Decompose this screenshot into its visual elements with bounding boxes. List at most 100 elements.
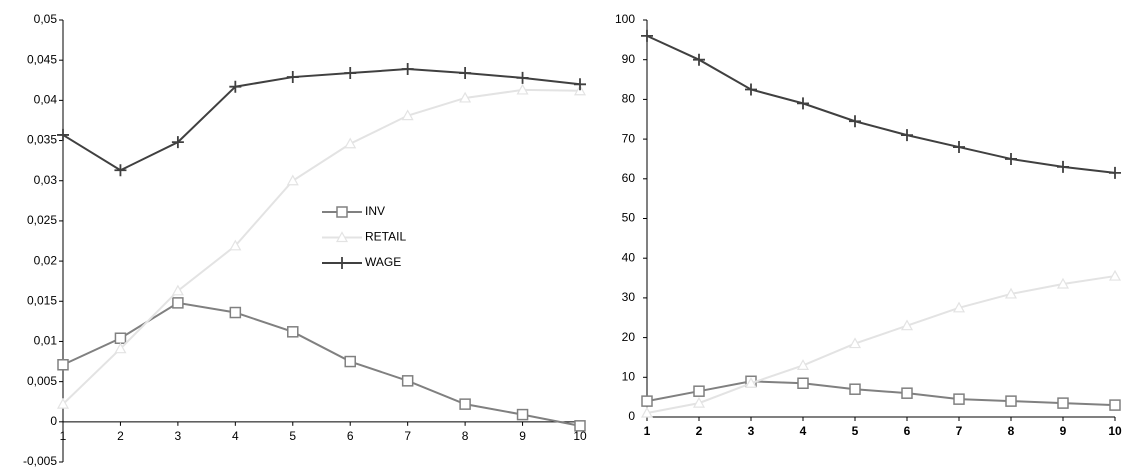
x-tick-label: 7 xyxy=(956,424,963,438)
marker xyxy=(56,397,70,409)
marker xyxy=(1108,269,1122,281)
series-line xyxy=(646,34,1116,174)
marker xyxy=(1005,395,1017,407)
marker xyxy=(1109,399,1121,411)
y-tick-label: 20 xyxy=(622,330,636,344)
y-tick-label: 0,015 xyxy=(27,293,57,307)
marker xyxy=(641,395,653,407)
marker xyxy=(171,284,184,296)
y-tick-label: 0,03 xyxy=(34,173,58,187)
x-tick-label: 2 xyxy=(117,429,124,443)
series-line xyxy=(62,301,581,427)
y-tick-label: 50 xyxy=(622,211,636,225)
y-tick-label: 0,005 xyxy=(27,374,57,388)
y-tick-label: 0,01 xyxy=(34,334,58,348)
y-tick-label: 0,04 xyxy=(34,93,58,107)
marker xyxy=(849,383,861,395)
marker xyxy=(693,53,705,66)
marker xyxy=(901,387,913,399)
y-tick-label: 0,045 xyxy=(27,52,57,66)
y-tick-label: 10 xyxy=(622,369,636,383)
marker xyxy=(401,63,414,76)
marker xyxy=(459,67,472,80)
marker xyxy=(641,29,653,42)
marker xyxy=(516,408,529,421)
marker xyxy=(401,109,414,121)
x-tick-label: 9 xyxy=(519,429,526,443)
marker xyxy=(336,257,348,269)
marker xyxy=(848,337,862,349)
marker xyxy=(953,393,965,405)
x-tick-label: 10 xyxy=(573,429,587,443)
marker xyxy=(797,377,809,390)
y-tick-label: 100 xyxy=(615,12,635,26)
marker xyxy=(901,129,913,142)
y-tick-label: -0,005 xyxy=(23,454,57,468)
marker xyxy=(574,420,586,432)
series-line xyxy=(646,380,1116,407)
x-tick-label: 7 xyxy=(404,429,411,443)
marker xyxy=(953,141,965,154)
marker xyxy=(344,137,357,149)
marker xyxy=(114,164,127,177)
legend-label: INV xyxy=(365,204,385,218)
marker xyxy=(336,206,348,218)
y-tick-label: 70 xyxy=(622,131,636,145)
marker xyxy=(849,115,861,128)
legend-label: RETAIL xyxy=(365,230,406,244)
marker xyxy=(459,398,471,410)
marker xyxy=(335,231,349,243)
marker xyxy=(459,91,472,103)
marker xyxy=(229,80,242,93)
marker xyxy=(693,385,705,397)
series-line xyxy=(646,275,1116,415)
marker xyxy=(574,78,586,91)
x-tick-label: 5 xyxy=(289,429,296,443)
x-tick-label: 3 xyxy=(748,424,755,438)
marker xyxy=(1057,160,1069,173)
y-tick-label: 0,035 xyxy=(27,133,57,147)
y-tick-label: 0,05 xyxy=(34,12,58,26)
x-tick-label: 1 xyxy=(644,424,651,438)
y-tick-label: 80 xyxy=(622,92,636,106)
marker xyxy=(114,342,127,354)
series-line xyxy=(62,88,581,405)
marker xyxy=(57,128,69,141)
marker xyxy=(516,83,529,95)
y-tick-label: 60 xyxy=(622,171,636,185)
x-tick-label: 6 xyxy=(347,429,354,443)
marker xyxy=(286,174,299,186)
marker xyxy=(171,136,184,149)
marker xyxy=(900,319,914,331)
chart-right: 0 10 20 30 40 50 60 70 80 90 100 1 2 3 4 5 6 7 8 9 10 xyxy=(615,12,1122,438)
marker xyxy=(1056,277,1070,289)
marker xyxy=(1057,397,1069,409)
marker xyxy=(952,301,966,313)
marker xyxy=(401,375,414,387)
x-tick-label: 2 xyxy=(696,424,703,438)
y-tick-label: 90 xyxy=(622,52,636,66)
chart-left: -0,005 0 0,005 0,01 0,015 0,02 0,025 0,03 0,035 0… xyxy=(23,12,587,468)
marker xyxy=(692,396,706,408)
marker xyxy=(287,326,299,338)
marker xyxy=(57,359,69,371)
legend-label: WAGE xyxy=(365,255,401,269)
marker xyxy=(344,67,357,80)
marker xyxy=(796,359,810,370)
marker xyxy=(344,355,356,368)
x-tick-label: 4 xyxy=(232,429,239,443)
marker xyxy=(172,297,184,309)
marker xyxy=(1005,152,1017,165)
marker xyxy=(744,377,758,388)
marker xyxy=(229,239,242,251)
marker xyxy=(797,97,809,110)
y-tick-label: 40 xyxy=(622,250,636,264)
marker xyxy=(114,332,127,344)
y-tick-label: 0,02 xyxy=(34,253,58,267)
marker xyxy=(745,83,757,96)
y-tick-label: 30 xyxy=(622,290,636,304)
x-tick-label: 6 xyxy=(904,424,911,438)
marker xyxy=(286,71,299,84)
marker xyxy=(1004,287,1018,299)
